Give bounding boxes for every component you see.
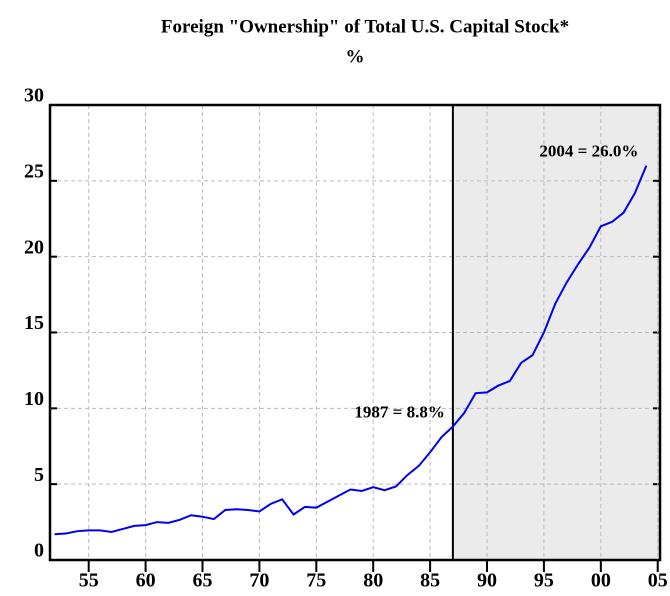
y-tick-label: 15 — [24, 312, 44, 334]
annotation: 1987 = 8.8% — [354, 402, 444, 421]
x-tick-label: 90 — [477, 570, 497, 592]
data-line — [54, 165, 648, 536]
x-tick-label: 60 — [136, 570, 156, 592]
y-tick-label: 20 — [24, 236, 44, 258]
x-tick-label: 55 — [79, 570, 99, 592]
x-tick-label: 75 — [306, 570, 326, 592]
annotation: 2004 = 26.0% — [539, 142, 638, 161]
x-tick-label: 95 — [534, 570, 554, 592]
x-tick-label: 65 — [193, 570, 213, 592]
plot-frame — [48, 103, 662, 562]
y-tick-label: 0 — [34, 540, 44, 562]
x-tick-label: 80 — [363, 570, 383, 592]
y-tick-label: 25 — [24, 160, 44, 182]
x-tick-label: 70 — [249, 570, 269, 592]
x-tick-label: 05 — [648, 570, 668, 592]
y-tick-label: 5 — [34, 464, 44, 486]
chart-subtitle: % — [346, 46, 365, 67]
y-tick-label: 10 — [24, 388, 44, 410]
chart-title: Foreign "Ownership" of Total U.S. Capita… — [161, 16, 569, 37]
x-tick-label: 00 — [591, 570, 611, 592]
x-tick-label: 85 — [420, 570, 440, 592]
y-tick-label: 30 — [24, 85, 44, 107]
